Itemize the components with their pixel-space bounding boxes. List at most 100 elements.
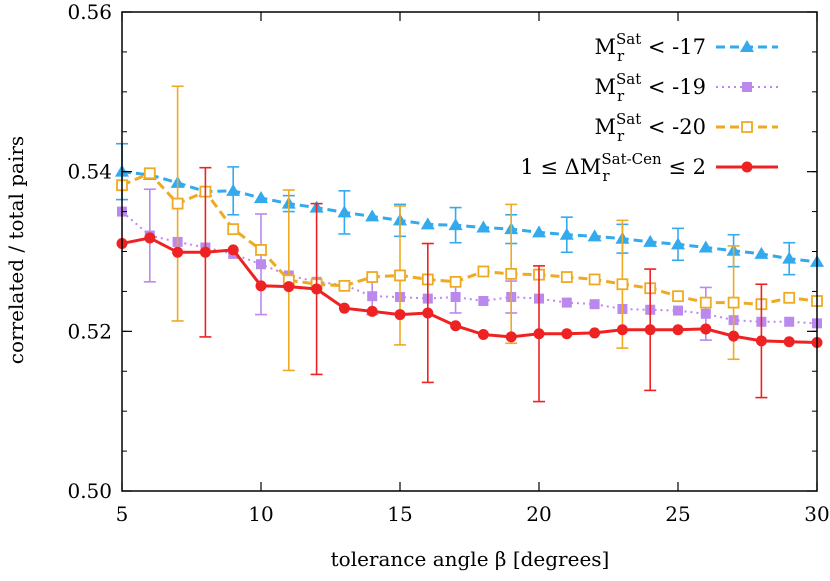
open-square-marker	[366, 271, 379, 283]
open-square-marker	[560, 271, 573, 283]
circle-marker	[561, 328, 573, 340]
triangle-marker	[698, 240, 713, 253]
axes: 5 10 15 20 25 30 0.50 0.52 0.54 0.56	[67, 0, 829, 526]
circle-marker	[450, 320, 462, 332]
y-axis-label: correlated / total pairs	[4, 136, 28, 364]
y-tick-label: 0.50	[67, 479, 112, 503]
square-marker	[784, 316, 795, 327]
square-marker	[256, 259, 266, 270]
open-square-marker	[338, 279, 351, 292]
triangle-marker	[671, 237, 685, 250]
series-2	[117, 188, 822, 341]
square-marker	[589, 299, 600, 310]
triangle-marker	[782, 251, 797, 264]
triangle-marker	[448, 218, 463, 231]
series-line	[121, 170, 818, 264]
open-square-marker	[171, 197, 184, 210]
square-marker	[561, 297, 572, 308]
legend-subscript: r	[617, 87, 625, 105]
series-line	[121, 236, 818, 344]
triangle-marker	[226, 183, 241, 196]
circle-marker	[394, 309, 406, 321]
series-line	[121, 210, 818, 325]
circle-marker	[477, 329, 489, 341]
series-3	[116, 85, 823, 372]
x-axis-label: tolerance angle β [degrees]	[331, 547, 610, 571]
y-tick-label: 0.54	[67, 160, 112, 184]
open-square-marker	[477, 265, 490, 278]
circle-marker	[283, 281, 295, 293]
open-square-marker	[449, 275, 462, 288]
open-square-marker	[672, 290, 684, 303]
x-tick-label: 10	[248, 502, 273, 526]
circle-marker	[172, 246, 184, 258]
triangle-marker	[365, 209, 380, 222]
triangle-marker	[740, 40, 754, 52]
circle-marker	[366, 305, 378, 317]
legend-subscript: r	[602, 167, 610, 185]
legend-label: MSat < -19	[594, 70, 706, 99]
square-marker	[742, 82, 752, 92]
square-marker	[673, 305, 683, 316]
triangle-marker	[587, 229, 602, 242]
open-square-marker	[741, 121, 753, 133]
y-tick-label: 0.56	[67, 0, 112, 24]
circle-marker	[199, 246, 211, 258]
open-square-marker	[783, 291, 796, 304]
circle-marker	[589, 327, 601, 339]
circle-marker	[700, 323, 712, 335]
open-square-marker	[505, 267, 518, 280]
square-marker	[700, 308, 711, 319]
x-tick-label: 20	[526, 502, 551, 526]
series-1	[115, 142, 824, 276]
circle-marker	[255, 280, 267, 292]
square-marker	[478, 295, 489, 306]
legend: MSat < -17 MSat < -19 MSat < -20 1 ≤ ΔMSat-…	[520, 30, 778, 185]
circle-marker	[311, 283, 323, 295]
triangle-marker	[754, 246, 769, 259]
open-square-marker	[616, 278, 629, 291]
series-4	[116, 166, 823, 403]
legend-subscript: r	[617, 47, 625, 65]
x-tick-label: 30	[804, 502, 829, 526]
circle-marker	[533, 328, 545, 340]
triangle-marker	[643, 234, 658, 247]
circle-marker	[755, 335, 767, 347]
square-marker	[450, 292, 461, 303]
circle-marker	[505, 331, 517, 343]
triangle-marker	[254, 191, 268, 204]
circle-marker	[616, 324, 628, 336]
x-tick-label: 25	[665, 502, 690, 526]
x-tick-label: 5	[116, 502, 129, 526]
open-square-marker	[727, 296, 740, 309]
triangle-marker	[559, 227, 574, 240]
circle-marker	[728, 330, 740, 342]
x-tick-label: 15	[387, 502, 412, 526]
circle-marker	[644, 324, 656, 336]
open-square-marker	[143, 167, 156, 180]
plot-area	[115, 85, 824, 403]
circle-marker	[422, 307, 434, 319]
triangle-marker	[420, 217, 435, 230]
circle-marker	[672, 324, 684, 336]
square-marker	[367, 291, 378, 302]
open-square-marker	[699, 296, 712, 309]
legend-label: 1 ≤ ΔMSat-Cen ≤ 2	[520, 150, 706, 179]
circle-marker	[227, 244, 239, 256]
triangle-marker	[476, 220, 491, 233]
circle-marker	[338, 302, 350, 314]
legend-label: MSat < -17	[594, 30, 706, 59]
circle-marker	[783, 336, 795, 348]
circle-marker	[144, 232, 156, 244]
legend-label: MSat < -20	[594, 110, 706, 139]
open-square-marker	[227, 223, 240, 236]
y-tick-label: 0.52	[67, 319, 112, 343]
series-line	[121, 171, 818, 306]
triangle-marker	[532, 225, 546, 238]
legend-subscript: r	[617, 127, 625, 145]
open-square-marker	[255, 244, 267, 256]
open-square-marker	[394, 269, 406, 282]
open-square-marker	[588, 273, 601, 286]
circle-marker	[741, 161, 753, 173]
